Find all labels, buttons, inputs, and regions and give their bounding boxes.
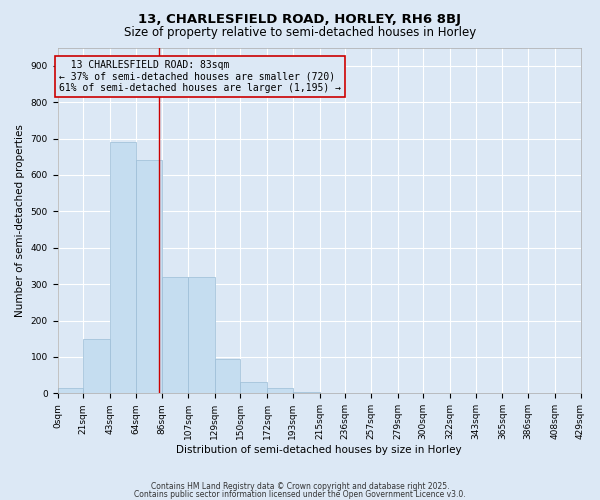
Text: Contains HM Land Registry data © Crown copyright and database right 2025.: Contains HM Land Registry data © Crown c… — [151, 482, 449, 491]
Bar — [188, 277, 215, 394]
Text: 13, CHARLESFIELD ROAD, HORLEY, RH6 8BJ: 13, CHARLESFIELD ROAD, HORLEY, RH6 8BJ — [139, 12, 461, 26]
Bar — [215, 359, 241, 394]
Bar — [110, 142, 136, 394]
Text: Size of property relative to semi-detached houses in Horley: Size of property relative to semi-detach… — [124, 26, 476, 39]
Bar — [267, 388, 293, 394]
Y-axis label: Number of semi-detached properties: Number of semi-detached properties — [15, 124, 25, 317]
Bar — [293, 392, 320, 394]
Bar — [58, 388, 83, 394]
Bar — [241, 382, 267, 394]
Text: Contains public sector information licensed under the Open Government Licence v3: Contains public sector information licen… — [134, 490, 466, 499]
Text: 13 CHARLESFIELD ROAD: 83sqm
← 37% of semi-detached houses are smaller (720)
61% : 13 CHARLESFIELD ROAD: 83sqm ← 37% of sem… — [59, 60, 341, 93]
Bar — [163, 277, 188, 394]
Bar — [136, 160, 163, 394]
X-axis label: Distribution of semi-detached houses by size in Horley: Distribution of semi-detached houses by … — [176, 445, 462, 455]
Bar — [320, 392, 345, 394]
Bar — [83, 338, 110, 394]
